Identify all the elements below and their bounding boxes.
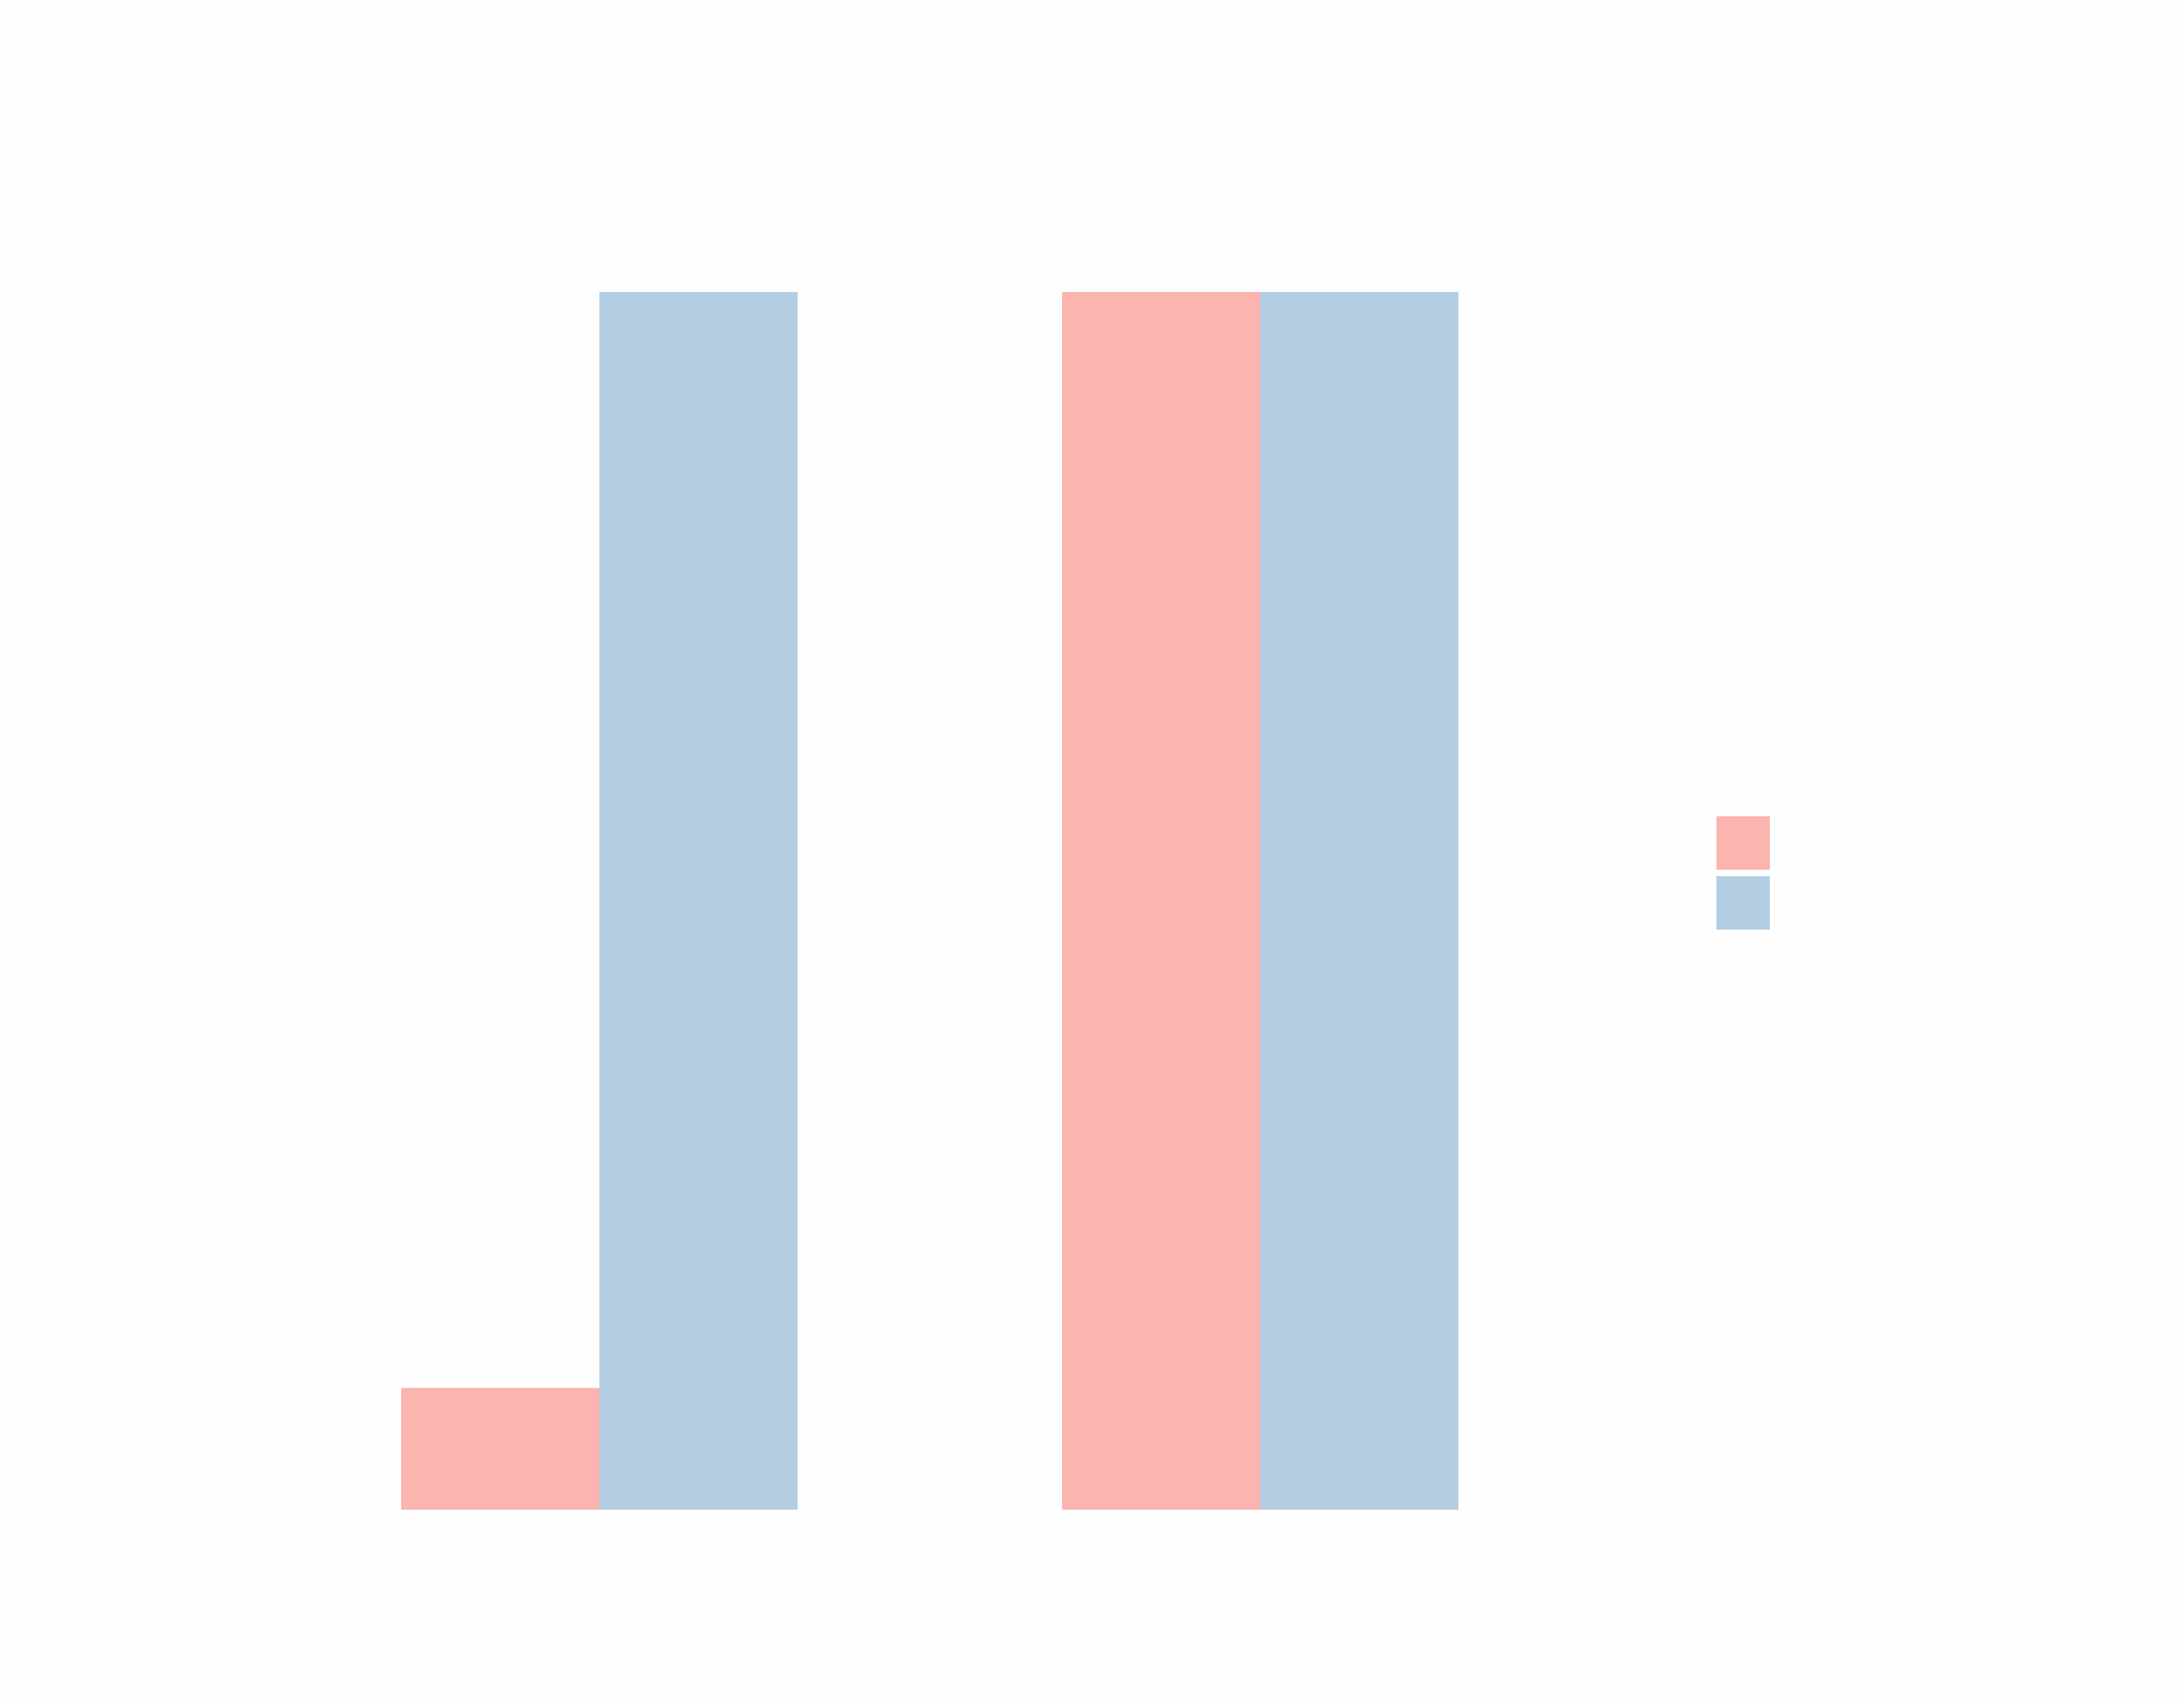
bar-series-1-group-1 (401, 1388, 599, 1510)
bar-series-2-group-1 (599, 292, 798, 1510)
bar-series-2-group-2 (1260, 292, 1458, 1510)
legend-swatch-series-1 (1713, 813, 1773, 873)
bar-series-1-group-2 (1062, 292, 1260, 1510)
legend-swatch-series-2 (1713, 873, 1773, 933)
bars-group (401, 292, 1458, 1510)
legend (1713, 813, 1773, 933)
